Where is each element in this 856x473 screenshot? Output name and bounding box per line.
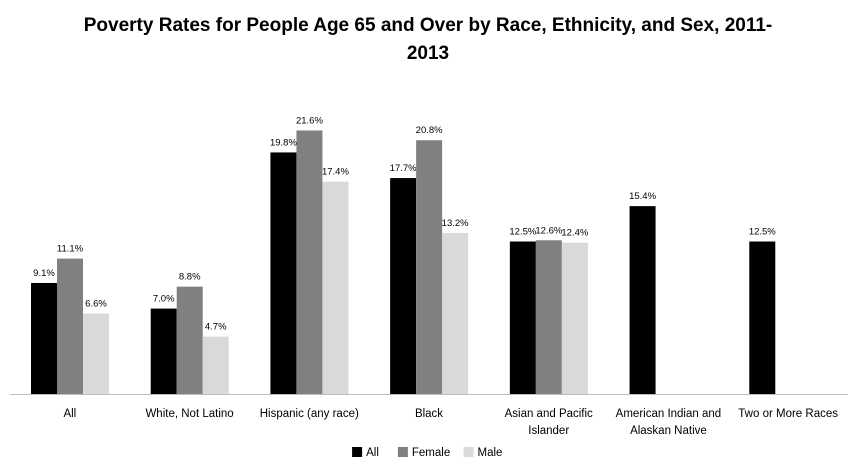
legend-swatch-male [463, 447, 474, 457]
bar-female-white-not-latino [176, 286, 203, 394]
data-label-all-hispanic-any-race: 19.8% [270, 137, 297, 148]
bar-all-black [390, 178, 417, 394]
data-label-male-all: 6.6% [85, 298, 107, 309]
legend-label-female: Female [412, 447, 450, 459]
bar-male-all [83, 313, 109, 394]
data-label-male-white-not-latino: 4.7% [205, 322, 227, 333]
data-label-all-white-not-latino: 7.0% [153, 294, 175, 305]
bar-all-all [31, 282, 57, 394]
data-label-female-all: 11.1% [57, 244, 84, 255]
x-tick-label-all: All [63, 408, 76, 420]
bar-all-two-or-more-races [749, 241, 776, 394]
bar-female-all [57, 258, 83, 394]
x-tick-label-white-not-latino: White, Not Latino [145, 408, 233, 420]
chart-title: Poverty Rates for People Age 65 and Over… [60, 12, 796, 68]
bar-female-hispanic-any-race [296, 130, 323, 395]
bar-male-white-not-latino [202, 336, 229, 394]
data-label-all-asian-and-pacific-islander: 12.5% [509, 227, 536, 238]
data-label-female-asian-and-pacific-islander: 12.6% [535, 225, 562, 236]
x-tick-label-american-indian-and-alaskan-native-line-1: American Indian and [616, 408, 721, 420]
bar-female-asian-and-pacific-islander [535, 240, 562, 394]
data-label-male-black: 13.2% [442, 218, 469, 229]
bar-male-hispanic-any-race [322, 181, 349, 394]
x-tick-label-two-or-more-races: Two or More Races [738, 408, 838, 420]
data-label-all-two-or-more-races: 12.5% [749, 227, 776, 238]
legend-swatch-all [352, 447, 363, 457]
bar-all-hispanic-any-race [270, 152, 297, 394]
bar-female-black [416, 140, 443, 394]
bar-all-american-indian-and-alaskan-native [629, 206, 656, 394]
data-label-female-white-not-latino: 8.8% [179, 272, 201, 283]
data-label-male-hispanic-any-race: 17.4% [322, 167, 349, 178]
bar-male-asian-and-pacific-islander [561, 242, 588, 394]
chart-title-line-2: 2013 [406, 43, 450, 64]
data-label-all-all: 9.1% [33, 268, 55, 279]
data-label-all-american-indian-and-alaskan-native: 15.4% [629, 191, 656, 202]
bar-all-asian-and-pacific-islander [509, 241, 536, 394]
data-label-all-black: 17.7% [390, 163, 417, 174]
x-tick-label-asian-and-pacific-islander-line-2: Islander [528, 425, 569, 437]
bar-all-white-not-latino [150, 308, 177, 394]
legend-label-male: Male [478, 447, 503, 459]
bar-male-black [442, 232, 469, 394]
chart-title-line-1: Poverty Rates for People Age 65 and Over… [83, 15, 773, 36]
data-label-male-asian-and-pacific-islander: 12.4% [561, 228, 588, 239]
legend-swatch-female [397, 447, 408, 457]
data-label-female-black: 20.8% [416, 125, 443, 136]
legend-label-all: All [366, 447, 379, 459]
x-tick-label-black: Black [415, 408, 443, 420]
x-tick-label-hispanic-any-race: Hispanic (any race) [260, 408, 359, 420]
x-tick-label-asian-and-pacific-islander-line-1: Asian and Pacific [505, 408, 593, 420]
data-label-female-hispanic-any-race: 21.6% [296, 115, 323, 126]
x-tick-label-american-indian-and-alaskan-native-line-2: Alaskan Native [630, 425, 707, 437]
